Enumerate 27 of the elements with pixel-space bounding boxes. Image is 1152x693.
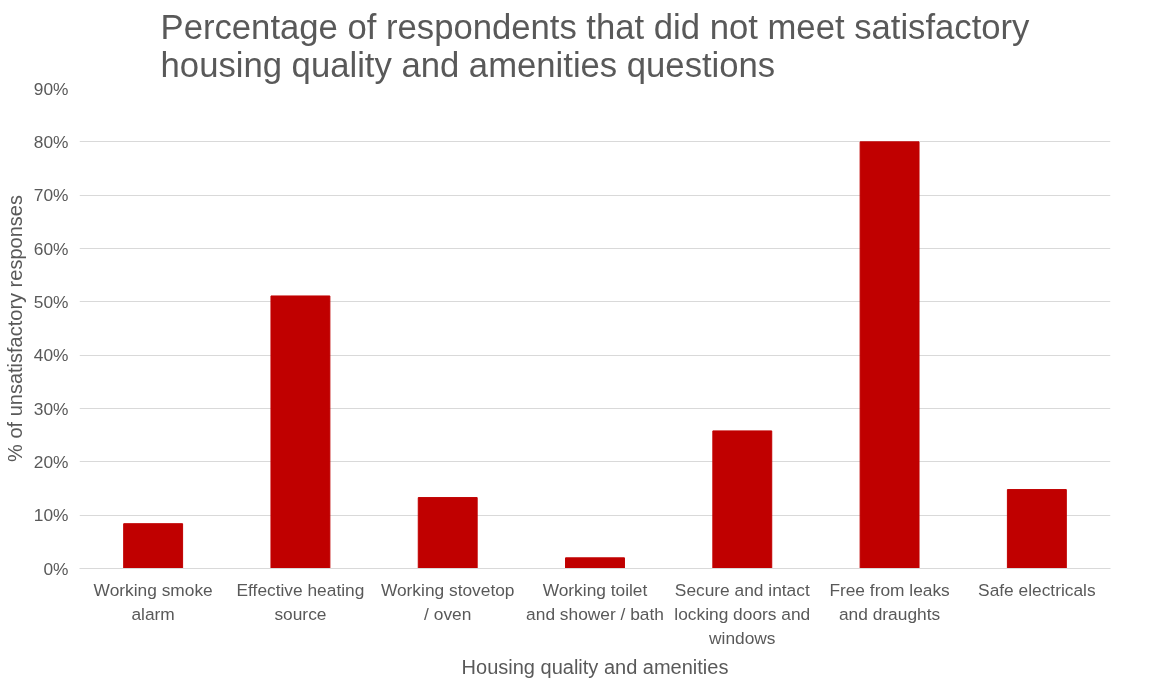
- y-tick-label: 40%: [33, 345, 69, 366]
- y-tick-label: 20%: [33, 451, 69, 472]
- x-tick-label: Free from leaks and draughts: [829, 579, 951, 624]
- bar: [417, 497, 478, 569]
- y-tick-label: 30%: [33, 398, 69, 419]
- chart-title: Percentage of respondents that did not meet satisfactory housing quality and amenities questions: [160, 7, 1031, 84]
- y-tick-label: 50%: [33, 291, 69, 312]
- bar: [270, 295, 331, 569]
- x-tick-label: Working smoke alarm: [93, 579, 213, 624]
- y-axis-title: % of unsatisfactory responses: [3, 195, 26, 462]
- x-tick-label: Working stovetop / oven: [380, 579, 515, 624]
- x-tick-label: Safe electricals: [978, 579, 1096, 600]
- bar: [565, 557, 625, 569]
- y-tick-label: 10%: [33, 505, 69, 526]
- y-tick-label: 60%: [33, 238, 69, 259]
- y-tick-label: 90%: [33, 78, 69, 99]
- x-axis-title: Housing quality and amenities: [461, 655, 729, 678]
- y-tick-label: 0%: [43, 558, 69, 579]
- bar: [712, 430, 773, 569]
- x-tick-label: Effective heating source: [236, 579, 365, 624]
- bar: [1006, 489, 1067, 569]
- bar: [123, 523, 184, 569]
- x-tick-label: Secure and intact locking doors and windows: [674, 579, 811, 648]
- y-tick-label: 80%: [33, 131, 69, 152]
- bar: [859, 141, 920, 569]
- x-tick-label: Working toilet and shower / bath: [526, 579, 664, 624]
- y-tick-label: 70%: [33, 185, 69, 206]
